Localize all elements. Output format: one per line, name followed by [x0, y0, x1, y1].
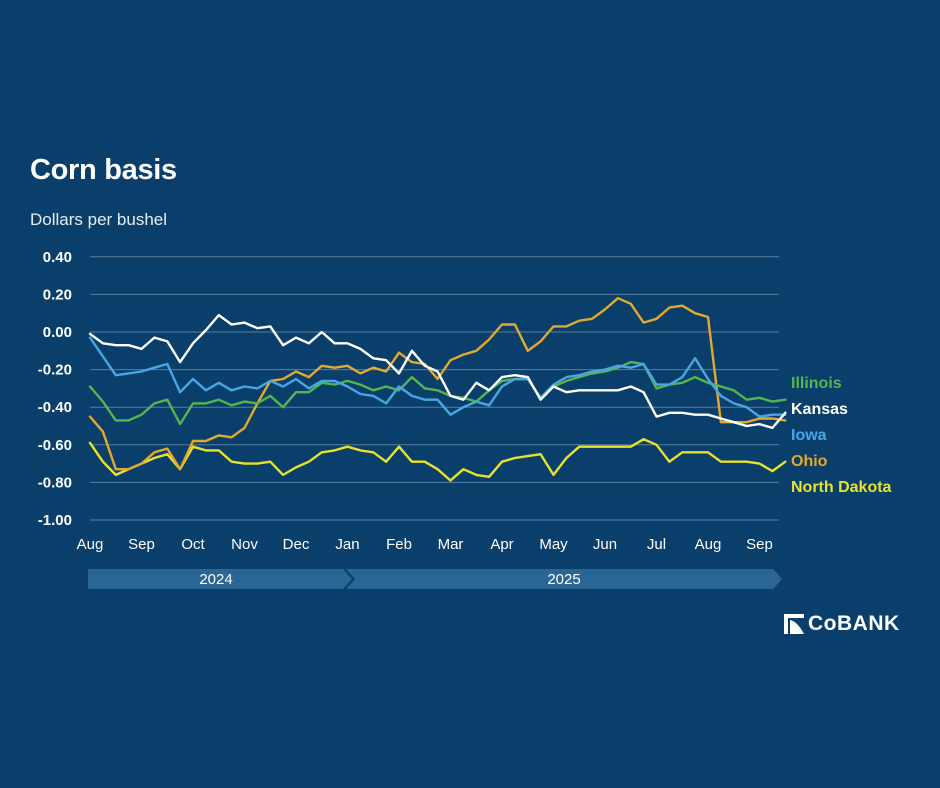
- x-tick-label: Aug: [77, 536, 104, 553]
- cobank-logo: CoBANK: [783, 612, 900, 636]
- x-tick-label: Nov: [231, 536, 258, 553]
- x-tick-label: Apr: [490, 536, 513, 553]
- y-tick-label: 0.40: [43, 249, 72, 266]
- x-tick-label: Jul: [647, 536, 666, 553]
- x-tick-label: Mar: [438, 536, 464, 553]
- legend-item: Illinois: [791, 375, 842, 392]
- y-axis-ticks: 0.40 0.20 0.00 -0.20 -0.40 -0.60 -0.80 -1.00: [38, 249, 72, 529]
- legend-item: Kansas: [791, 401, 848, 418]
- gridlines: [90, 256, 779, 521]
- x-tick-label: Dec: [283, 536, 310, 553]
- legend-item: Ohio: [791, 453, 828, 470]
- y-tick-label: -0.60: [38, 437, 72, 454]
- year-band-2025: [346, 569, 782, 589]
- legend-item: North Dakota: [791, 479, 892, 496]
- year-label: 2025: [547, 571, 580, 588]
- y-tick-label: -0.80: [38, 474, 72, 491]
- series-line-ohio: [88, 297, 787, 471]
- year-bands: 2024 2025: [88, 569, 782, 589]
- x-tick-label: Feb: [386, 536, 412, 553]
- x-tick-label: Sep: [746, 536, 773, 553]
- legend-item: Iowa: [791, 427, 827, 444]
- y-tick-label: -0.40: [38, 399, 72, 416]
- x-tick-label: May: [539, 536, 568, 553]
- y-tick-label: -0.20: [38, 362, 72, 379]
- x-axis-ticks: Aug Sep Oct Nov Dec Jan Feb Mar Apr May Jun Jul Aug S…: [77, 536, 773, 553]
- series-lines: [88, 297, 787, 482]
- series-line-iowa: [88, 336, 787, 418]
- cobank-logo-text: CoBANK: [808, 612, 900, 635]
- y-tick-label: -1.00: [38, 512, 72, 529]
- x-tick-label: Oct: [181, 536, 205, 553]
- year-band-2024: [88, 569, 352, 589]
- series-line-north-dakota: [88, 438, 787, 482]
- y-tick-label: 0.00: [43, 324, 72, 341]
- x-tick-label: Jun: [593, 536, 617, 553]
- legend: Illinois Kansas Iowa Ohio North Dakota: [791, 375, 892, 496]
- y-tick-label: 0.20: [43, 286, 72, 303]
- x-tick-label: Sep: [128, 536, 155, 553]
- x-tick-label: Aug: [695, 536, 722, 553]
- year-label: 2024: [199, 571, 232, 588]
- chart-subtitle: Dollars per bushel: [30, 210, 168, 229]
- x-tick-label: Jan: [335, 536, 359, 553]
- series-line-kansas: [88, 313, 787, 430]
- cobank-logo-icon: [784, 614, 804, 634]
- chart-title: Corn basis: [30, 154, 177, 186]
